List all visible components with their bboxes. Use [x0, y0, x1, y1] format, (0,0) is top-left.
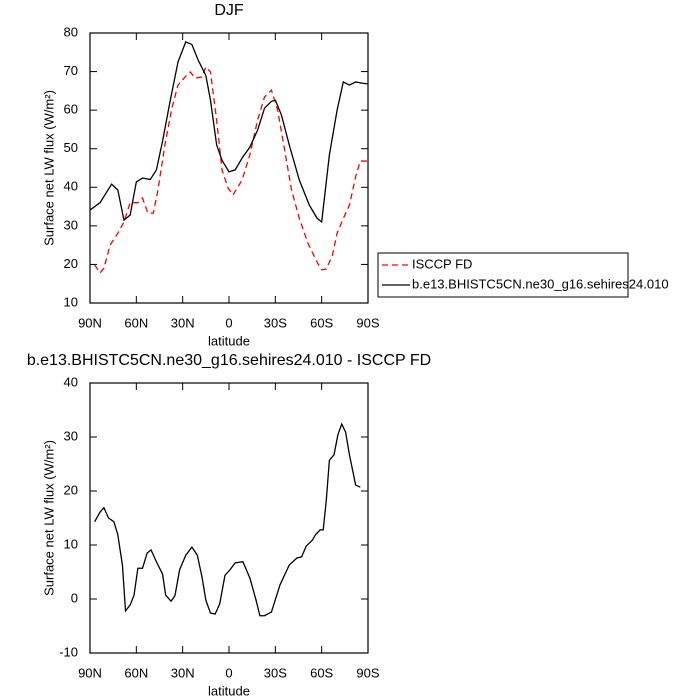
data-line	[94, 65, 368, 274]
y-tick-label: 10	[64, 294, 78, 309]
data-line	[94, 422, 361, 617]
plot-frame	[89, 382, 369, 654]
legend-label: ISCCP FD	[412, 256, 472, 271]
x-tick-label: 0	[225, 665, 232, 680]
x-tick-label: 60S	[310, 665, 333, 680]
y-tick-label: -10	[59, 644, 78, 659]
data-line	[89, 41, 369, 224]
x-tick-label: 0	[225, 315, 232, 330]
y-tick-label: 60	[64, 102, 78, 117]
x-tick-label: 90S	[356, 315, 379, 330]
legend-label: b.e13.BHISTC5CN.ne30_g16.sehires24.010	[412, 276, 669, 291]
plot-frame	[89, 32, 369, 304]
y-tick-label: 10	[64, 536, 78, 551]
y-tick-label: 20	[64, 482, 78, 497]
x-tick-label: 30S	[264, 665, 287, 680]
x-tick-label: 90S	[356, 665, 379, 680]
y-tick-label: 30	[64, 428, 78, 443]
y-tick-label: 40	[64, 374, 78, 389]
y-tick-label: 0	[71, 590, 78, 605]
legend-box	[377, 252, 629, 298]
y-tick-label: 30	[64, 217, 78, 232]
chart-title: DJF	[214, 2, 244, 19]
y-tick-label: 80	[64, 24, 78, 39]
x-tick-label: 90N	[78, 665, 102, 680]
y-tick-label: 20	[64, 256, 78, 271]
y-tick-label: 50	[64, 140, 78, 155]
x-tick-label: 60N	[124, 315, 148, 330]
x-tick-label: 30N	[171, 665, 195, 680]
x-axis-label: latitude	[208, 683, 250, 698]
x-axis-label: latitude	[208, 333, 250, 348]
x-tick-label: 30N	[171, 315, 195, 330]
x-tick-label: 60N	[124, 665, 148, 680]
x-tick-label: 30S	[264, 315, 287, 330]
y-tick-label: 70	[64, 63, 78, 78]
y-axis-label: Surface net LW flux (W/m²)	[41, 440, 56, 596]
x-tick-label: 60S	[310, 315, 333, 330]
y-tick-label: 40	[64, 179, 78, 194]
chart-title: b.e13.BHISTC5CN.ne30_g16.sehires24.010 -…	[27, 352, 431, 369]
y-axis-label: Surface net LW flux (W/m²)	[41, 90, 56, 246]
x-tick-label: 90N	[78, 315, 102, 330]
